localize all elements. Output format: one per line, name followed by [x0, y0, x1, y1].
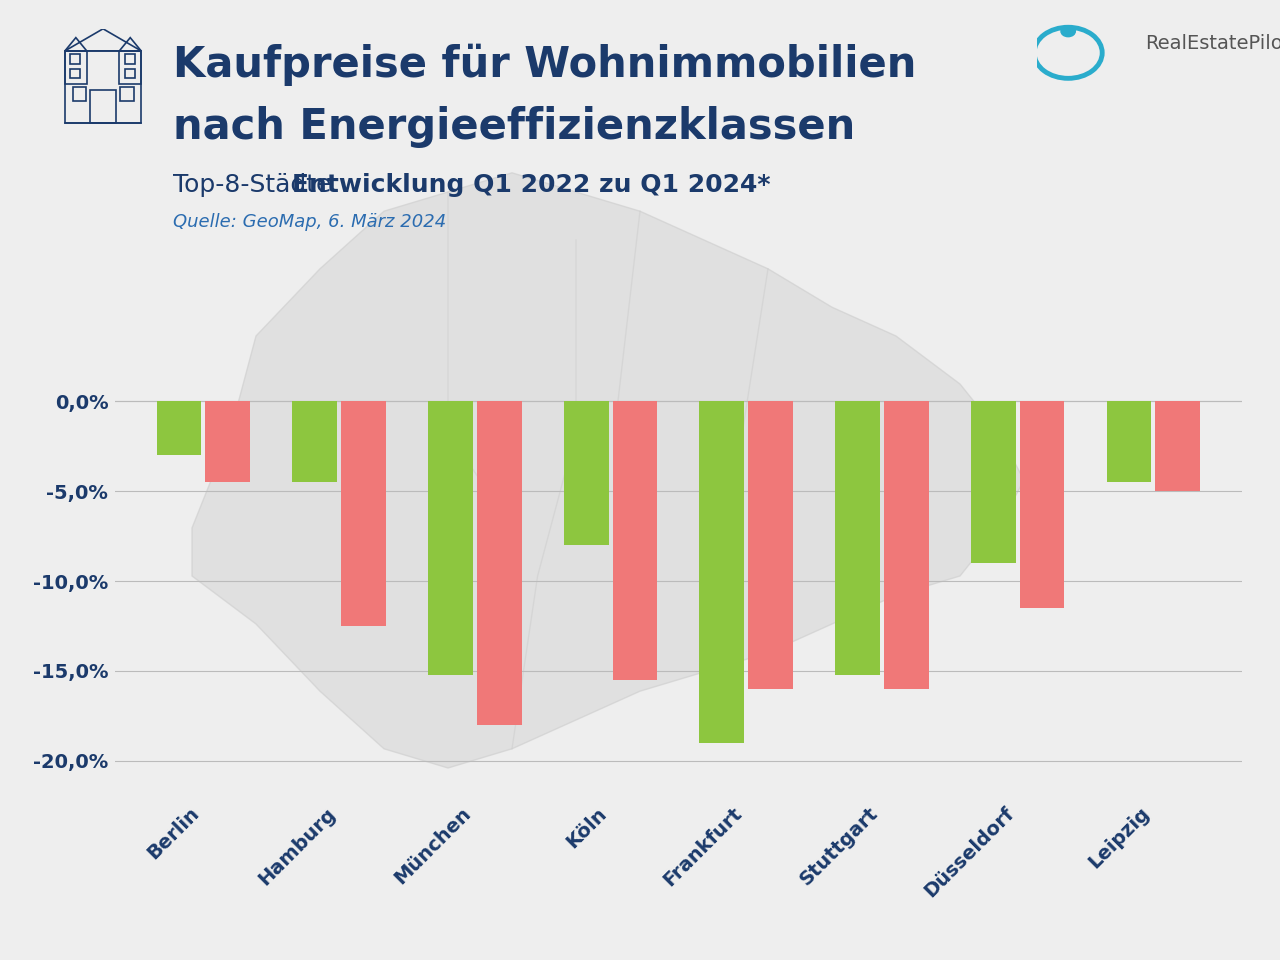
Bar: [119, 51, 141, 84]
Text: Quelle: GeoMap, 6. März 2024: Quelle: GeoMap, 6. März 2024: [173, 213, 445, 231]
Bar: [65, 51, 141, 123]
Bar: [125, 68, 134, 79]
Bar: [835, 401, 879, 675]
Bar: [428, 401, 472, 675]
Circle shape: [1061, 26, 1075, 36]
Text: Top-8-Städte: Top-8-Städte: [173, 173, 339, 197]
Bar: [70, 68, 81, 79]
Bar: [65, 51, 87, 84]
Bar: [563, 401, 608, 545]
Bar: [1156, 401, 1201, 492]
Bar: [120, 87, 133, 101]
Bar: [156, 401, 201, 455]
Bar: [90, 89, 116, 123]
Text: nach Energieeffizienzklassen: nach Energieeffizienzklassen: [173, 106, 855, 148]
Bar: [70, 54, 81, 64]
Polygon shape: [192, 173, 1024, 768]
Bar: [292, 401, 337, 482]
Bar: [73, 87, 86, 101]
Text: Entwicklung Q1 2022 zu Q1 2024*: Entwicklung Q1 2022 zu Q1 2024*: [292, 173, 771, 197]
Bar: [699, 401, 744, 743]
Bar: [749, 401, 794, 689]
Bar: [970, 401, 1015, 564]
Bar: [206, 401, 250, 482]
Bar: [125, 54, 134, 64]
Bar: [1020, 401, 1065, 608]
Bar: [613, 401, 658, 680]
Text: RealEstatePilot: RealEstatePilot: [1146, 34, 1280, 53]
Bar: [884, 401, 929, 689]
Text: Kaufpreise für Wohnimmobilien: Kaufpreise für Wohnimmobilien: [173, 43, 916, 85]
Bar: [1107, 401, 1151, 482]
Bar: [342, 401, 387, 626]
Bar: [477, 401, 522, 725]
